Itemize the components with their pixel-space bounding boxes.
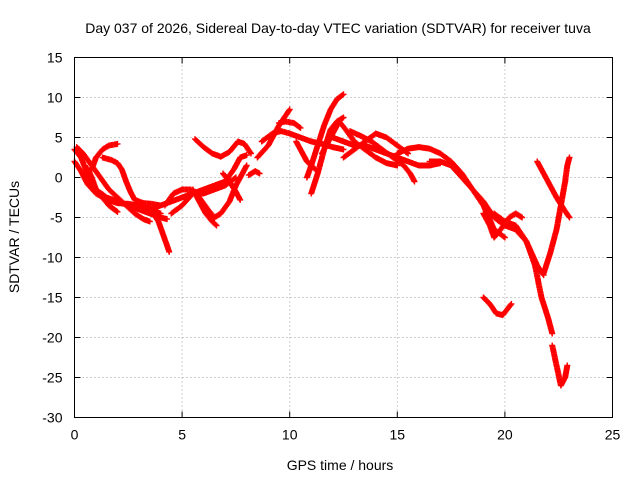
point-markers [99, 154, 164, 209]
data-series-track-5 [84, 164, 121, 215]
point-markers [84, 164, 121, 215]
data-series-track-11 [192, 136, 254, 160]
point-markers [275, 118, 304, 131]
data-series-track-17 [275, 118, 304, 131]
point-markers [319, 118, 401, 169]
y-tick-label: -20 [42, 330, 62, 346]
axis-ticks: 0 5 10 15 20 25 -30 -25 -20 -15 -10 -5 0 5 10 15 [42, 50, 620, 443]
y-axis-label: SDTVAR / TECUs [6, 181, 22, 293]
data-series-track-30 [549, 342, 571, 389]
x-tick-label: 25 [605, 427, 621, 443]
point-markers [88, 140, 121, 173]
data-series-track-32 [540, 154, 573, 277]
y-tick-label: -30 [42, 410, 62, 426]
point-markers [480, 294, 515, 319]
y-tick-label: 0 [55, 170, 63, 186]
chart-title: Day 037 of 2026, Sidereal Day-to-day VTE… [85, 20, 591, 36]
data-series-track-19 [303, 91, 347, 181]
data-series-track-21 [319, 118, 401, 169]
grid-lines [74, 57, 613, 418]
point-markers [540, 154, 573, 277]
data-series-track-14 [245, 168, 263, 179]
y-tick-label: -25 [42, 370, 62, 386]
y-tick-label: 10 [47, 90, 63, 106]
x-tick-label: 15 [390, 427, 406, 443]
x-tick-label: 0 [71, 427, 79, 443]
x-tick-label: 5 [178, 427, 186, 443]
x-tick-label: 20 [497, 427, 513, 443]
data-series-track-4 [88, 140, 121, 173]
point-markers [245, 168, 263, 179]
y-tick-label: -5 [50, 210, 63, 226]
x-tick-label: 10 [282, 427, 298, 443]
x-axis-label: GPS time / hours [287, 457, 394, 473]
data-points [71, 91, 573, 389]
point-markers [549, 342, 571, 389]
data-series-track-28 [480, 294, 515, 319]
data-series-track-12 [189, 186, 220, 229]
point-markers [491, 210, 556, 337]
data-series-track-29 [491, 210, 556, 337]
point-markers [220, 170, 244, 203]
point-markers [192, 136, 254, 160]
y-tick-label: -10 [42, 250, 62, 266]
point-markers [189, 186, 220, 229]
plot-frame [74, 57, 613, 418]
data-series-track-13 [220, 170, 244, 203]
y-tick-label: -15 [42, 290, 62, 306]
y-tick-label: 15 [47, 50, 63, 66]
data-series-track-6 [99, 154, 164, 209]
point-markers [303, 91, 347, 181]
y-tick-label: 5 [55, 130, 63, 146]
